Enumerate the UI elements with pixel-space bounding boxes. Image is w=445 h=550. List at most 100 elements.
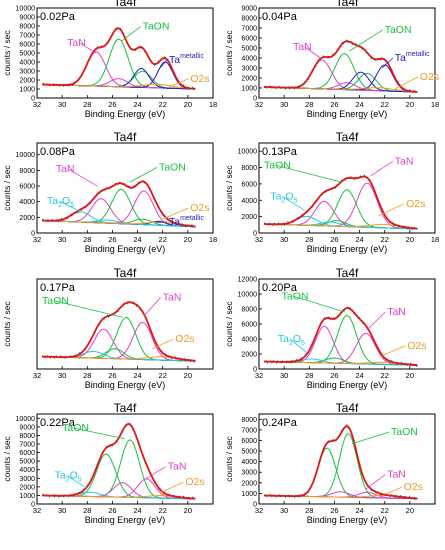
peak-label: TaON [385,24,412,36]
x-axis-label: Binding Energy (eV) [85,109,166,119]
y-tick-label: 4000 [19,199,35,206]
y-tick-label: 5000 [19,459,35,466]
x-tick-label: 32 [33,235,41,244]
x-tick-label: 26 [108,100,116,109]
y-tick-label: 2000 [241,214,257,221]
peak-label-subscript: 2 [58,202,62,209]
fitted-envelope [42,423,196,500]
label-leader-line [168,78,189,88]
pressure-label: 0.08Pa [40,146,76,158]
panel-3: Ta4f 0.13Pa 32 30 28 26 24 22 20 18 0 2000 4000 6000 8… [224,130,439,254]
y-tick-label: 7000 [241,26,257,33]
x-tick-label: 18 [431,235,439,244]
panel-title: Ta4f [336,0,359,9]
plot-frame [258,7,436,99]
peak-label: O2s [404,481,423,493]
x-tick-label: 20 [184,506,192,515]
label-leader-line [293,295,345,313]
y-tick-label: 8000 [19,433,35,440]
peak-label-text2: O [293,333,301,345]
y-tick-label: 10000 [238,292,258,299]
panel-title: Ta4f [114,266,137,280]
y-tick-label: 8000 [241,307,257,314]
x-tick-label: 28 [83,235,91,244]
x-tick-label: 30 [280,235,288,244]
y-tick-label: 0 [253,231,257,238]
x-tick-label: 32 [33,100,41,109]
label-leader-line [78,42,97,54]
x-axis-label: Binding Energy (eV) [307,515,388,525]
x-tick-label: 28 [83,100,91,109]
y-tick-label: 0 [31,96,35,103]
x-tick-label: 24 [355,506,363,515]
y-tick-label: 6000 [241,36,257,43]
peak-label: Ta2O5 [270,190,297,204]
peak-label: TaON [282,290,309,302]
peak-label-subscript2: 5 [70,202,74,209]
pressure-label: 0.24Pa [262,417,298,429]
pressure-label: 0.02Pa [40,11,76,23]
label-leader-line [162,207,189,220]
peak-label-text: TaON [385,24,412,36]
component-peak-ta2o5 [42,350,196,362]
x-tick-label: 24 [355,371,363,380]
peak-label: TaN [293,41,312,53]
y-tick-label: 4000 [241,337,257,344]
x-tick-label: 20 [184,100,192,109]
y-tick-label: 6000 [241,438,257,445]
peak-label-text: TaON [264,159,291,171]
peak-label-subscript: 2 [66,476,70,483]
y-tick-label: 2000 [241,480,257,487]
x-tick-label: 30 [58,506,66,515]
y-tick-label: 3000 [19,69,35,76]
y-tick-label: 9000 [19,15,35,22]
component-peak-o2s [264,223,418,230]
peak-label: Tametallic [395,51,430,64]
peak-label: TaN [163,291,182,303]
label-leader-line [53,300,123,318]
x-tick-label: 24 [133,100,141,109]
x-tick-label: 20 [406,506,414,515]
y-tick-label: 2000 [19,215,35,222]
peak-label-text: TaON [42,295,69,307]
x-tick-label: 22 [159,371,167,380]
peak-label-text: TaON [391,426,418,438]
label-leader-line [129,167,158,183]
measured-spectrum [263,39,418,94]
peak-label-superscript: metallic [406,51,430,58]
peak-label: TaN [387,469,406,481]
peak-label-text: Ta [395,52,406,64]
y-tick-label: 12000 [238,277,258,284]
label-leader-line [146,466,166,479]
peak-label-text: TaN [163,291,182,303]
label-leader-line [289,338,308,353]
x-tick-label: 18 [431,100,439,109]
label-leader-line [384,486,402,495]
x-tick-label: 32 [255,235,263,244]
x-tick-label: 28 [83,371,91,380]
y-tick-label: 3000 [241,66,257,73]
y-tick-label: 1000 [241,86,257,93]
x-tick-label: 24 [133,371,141,380]
peak-label-text: Ta [55,469,66,481]
plot-frame [36,278,214,370]
label-leader-line [380,345,406,357]
peak-label: Ta2O5 [55,469,82,483]
x-tick-label: 30 [280,506,288,515]
y-tick-label: 8000 [241,16,257,23]
panel-5: Ta4f 0.20Pa 32 30 28 26 24 22 20 0 2000 4000 6000 800… [224,266,436,390]
peak-label-subscript: 2 [281,197,285,204]
label-leader-line [275,164,343,183]
peak-label-text: O2s [190,202,209,214]
x-tick-label: 30 [280,100,288,109]
y-tick-label: 0 [253,367,257,374]
label-leader-line [366,311,386,331]
panel-2: Ta4f 0.08Pa 32 30 28 26 24 22 20 18 0 2000 4000 6000 8… [2,130,217,254]
peak-label-text: O2s [404,481,423,493]
x-tick-label: 32 [33,371,41,380]
x-axis-label: Binding Energy (eV) [85,515,166,525]
peak-label-text: Ta [169,54,180,66]
y-tick-label: 1000 [19,493,35,500]
y-tick-label: 2000 [241,352,257,359]
